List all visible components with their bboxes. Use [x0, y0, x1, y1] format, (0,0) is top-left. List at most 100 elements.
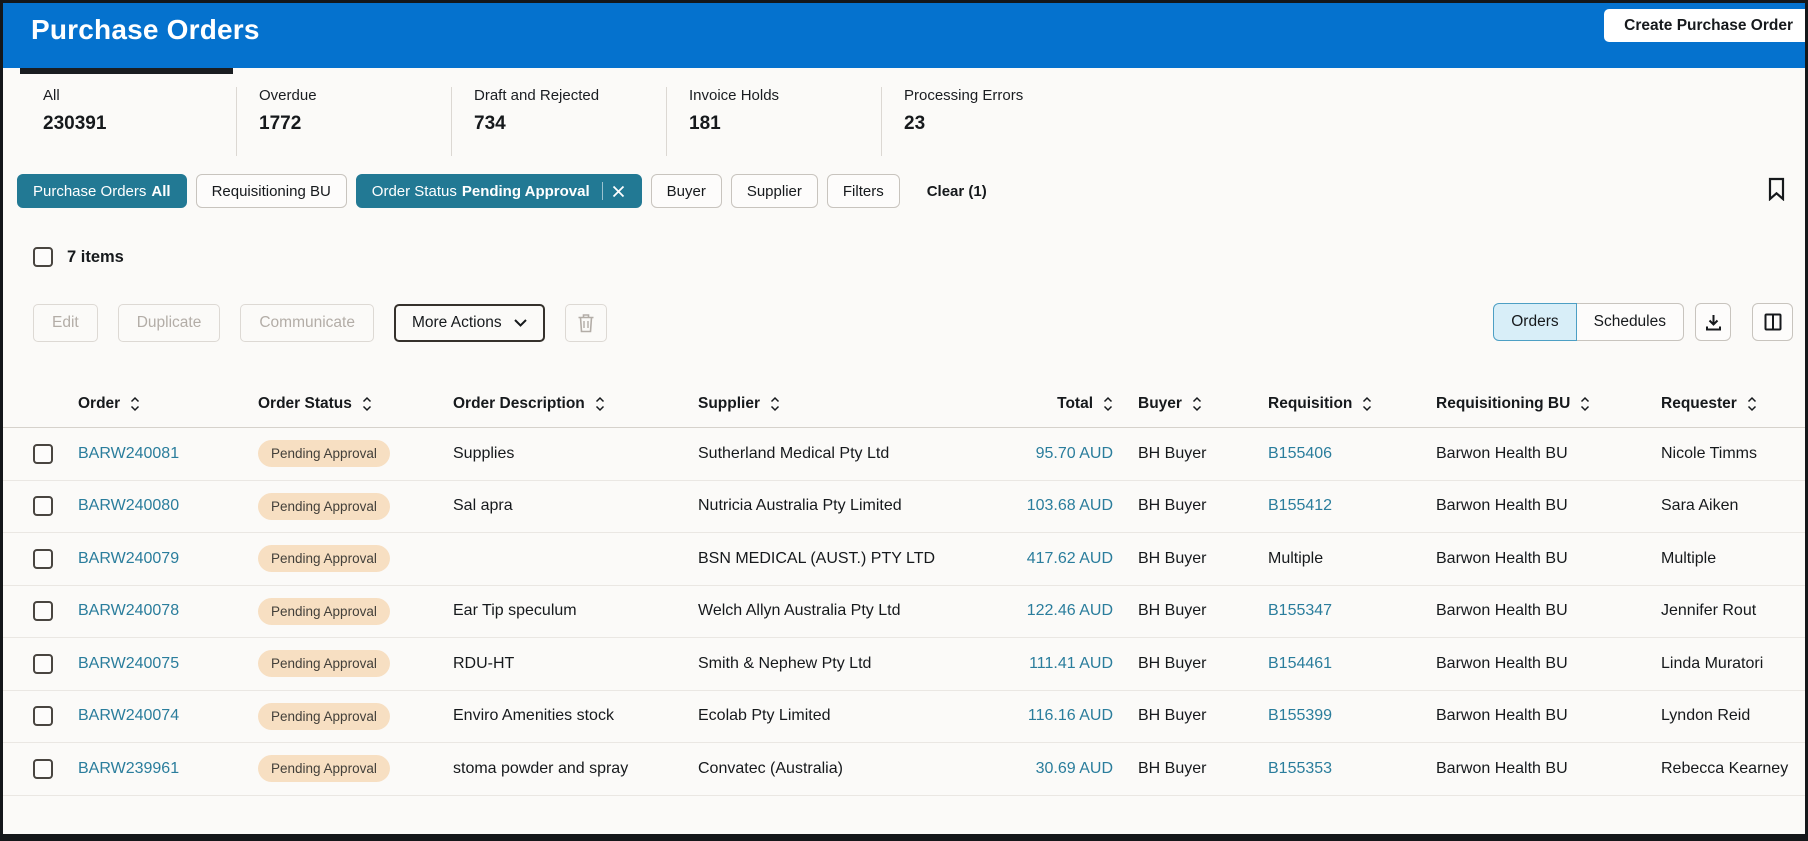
more-actions-button[interactable]: More Actions	[393, 304, 545, 342]
stat-all[interactable]: All 230391	[21, 87, 236, 156]
row-checkbox[interactable]	[33, 758, 53, 779]
column-header-order-description[interactable]: Order Description	[453, 395, 698, 413]
row-checkbox[interactable]	[33, 548, 53, 569]
requisitioning-bu: Barwon Health BU	[1436, 497, 1568, 515]
total-link[interactable]: 417.62 AUD	[1026, 549, 1113, 567]
requester: Jennifer Rout	[1661, 602, 1757, 620]
duplicate-button[interactable]: Duplicate	[117, 304, 221, 342]
requisition-link[interactable]: B155412	[1268, 497, 1333, 515]
row-checkbox[interactable]	[33, 653, 53, 674]
requester: Lyndon Reid	[1661, 707, 1751, 725]
status-badge: Pending Approval	[258, 702, 390, 730]
sort-icon[interactable]	[130, 396, 140, 412]
toggle-orders[interactable]: Orders	[1493, 303, 1577, 341]
delete-button[interactable]	[564, 304, 607, 342]
stat-processing-errors[interactable]: Processing Errors 23	[881, 87, 1096, 156]
stat-invoice-holds[interactable]: Invoice Holds 181	[666, 87, 881, 156]
order-link[interactable]: BARW240074	[78, 707, 180, 725]
column-header-buyer[interactable]: Buyer	[1113, 395, 1263, 413]
chip-label: Supplier	[746, 182, 802, 200]
sort-icon[interactable]	[1362, 396, 1372, 412]
requisition-link[interactable]: B154461	[1268, 654, 1333, 672]
active-tab-indicator	[20, 68, 233, 74]
requisitioning-bu: Barwon Health BU	[1436, 444, 1568, 462]
download-button[interactable]	[1695, 303, 1731, 341]
order-link[interactable]: BARW240078	[78, 602, 180, 620]
order-link[interactable]: BARW240080	[78, 497, 180, 515]
column-header-requisition[interactable]: Requisition	[1263, 395, 1428, 413]
bookmark-icon[interactable]	[1768, 177, 1785, 204]
total-link[interactable]: 116.16 AUD	[1027, 707, 1113, 725]
supplier: BSN MEDICAL (AUST.) PTY LTD	[698, 549, 936, 567]
total-link[interactable]: 30.69 AUD	[1035, 759, 1113, 777]
create-purchase-order-button[interactable]: Create Purchase Order	[1604, 9, 1805, 42]
close-icon[interactable]	[611, 184, 626, 199]
chip-order-status-pending-approval[interactable]: Order Status Pending Approval	[355, 174, 642, 208]
requisition-link[interactable]: B155347	[1268, 602, 1333, 620]
column-label: Total	[1057, 395, 1093, 412]
sort-icon[interactable]	[1747, 396, 1757, 412]
order-link[interactable]: BARW240075	[78, 654, 180, 672]
column-header-order-status[interactable]: Order Status	[258, 395, 453, 413]
requisition-link[interactable]: B155399	[1268, 707, 1333, 725]
sort-icon[interactable]	[1103, 396, 1113, 412]
row-checkbox[interactable]	[33, 496, 53, 517]
stat-label: Draft and Rejected	[474, 87, 600, 104]
items-count-label: 7 items	[67, 247, 124, 266]
sort-icon[interactable]	[595, 396, 605, 412]
total-link[interactable]: 95.70 AUD	[1035, 444, 1113, 462]
requester: Rebecca Kearney	[1661, 759, 1789, 777]
stat-value: 1772	[259, 113, 302, 134]
requisitioning-bu: Barwon Health BU	[1436, 759, 1568, 777]
stat-draft-and-rejected[interactable]: Draft and Rejected 734	[451, 87, 666, 156]
chip-buyer[interactable]: Buyer	[650, 174, 722, 208]
column-header-requisitioning-bu[interactable]: Requisitioning BU	[1428, 395, 1658, 413]
chip-filters[interactable]: Filters	[826, 174, 900, 208]
table-row: BARW240080 Pending Approval Sal apra Nut…	[3, 481, 1805, 533]
stat-label: Overdue	[259, 87, 317, 104]
buyer: BH Buyer	[1138, 654, 1207, 672]
sort-icon[interactable]	[770, 396, 780, 412]
column-header-order[interactable]: Order	[78, 395, 258, 413]
sort-icon[interactable]	[362, 396, 372, 412]
requester: Multiple	[1661, 549, 1717, 567]
chip-label: Order Status	[371, 182, 457, 200]
page-title: Purchase Orders	[31, 14, 260, 45]
row-checkbox[interactable]	[33, 706, 53, 727]
chip-label: Requisitioning BU	[211, 182, 331, 200]
order-link[interactable]: BARW240081	[78, 444, 180, 462]
supplier: Convatec (Australia)	[698, 759, 843, 777]
column-header-requester[interactable]: Requester	[1658, 395, 1805, 413]
requisition-link[interactable]: B155353	[1268, 759, 1333, 777]
stat-value: 734	[474, 113, 506, 134]
row-checkbox[interactable]	[33, 601, 53, 622]
clear-filters-link[interactable]: Clear (1)	[926, 182, 987, 200]
select-all-checkbox[interactable]	[33, 247, 53, 267]
requisition-link[interactable]: B155406	[1268, 444, 1333, 462]
column-label: Requisition	[1268, 395, 1353, 412]
column-header-supplier[interactable]: Supplier	[698, 395, 963, 413]
chip-purchase-orders-all[interactable]: Purchase Orders All	[17, 174, 187, 208]
communicate-button[interactable]: Communicate	[240, 304, 374, 342]
split-view-button[interactable]	[1752, 303, 1793, 341]
total-link[interactable]: 122.46 AUD	[1026, 602, 1113, 620]
sort-icon[interactable]	[1192, 396, 1202, 412]
chip-supplier[interactable]: Supplier	[730, 174, 818, 208]
supplier: Smith & Nephew Pty Ltd	[698, 654, 872, 672]
total-link[interactable]: 111.41 AUD	[1029, 654, 1113, 672]
order-link[interactable]: BARW239961	[78, 759, 180, 777]
toggle-schedules[interactable]: Schedules	[1576, 303, 1684, 341]
table-row: BARW240074 Pending Approval Enviro Ameni…	[3, 691, 1805, 743]
order-description: RDU-HT	[453, 654, 515, 672]
column-header-total[interactable]: Total	[963, 395, 1113, 413]
edit-button[interactable]: Edit	[33, 304, 98, 342]
sort-icon[interactable]	[1580, 396, 1590, 412]
order-link[interactable]: BARW240079	[78, 549, 180, 567]
stat-overdue[interactable]: Overdue 1772	[236, 87, 451, 156]
row-checkbox[interactable]	[33, 443, 53, 464]
total-link[interactable]: 103.68 AUD	[1026, 497, 1113, 515]
order-description: Supplies	[453, 444, 515, 462]
supplier: Nutricia Australia Pty Limited	[698, 497, 902, 515]
chip-requisitioning-bu[interactable]: Requisitioning BU	[195, 174, 347, 208]
app-header: Purchase Orders Create Purchase Order	[3, 3, 1805, 68]
